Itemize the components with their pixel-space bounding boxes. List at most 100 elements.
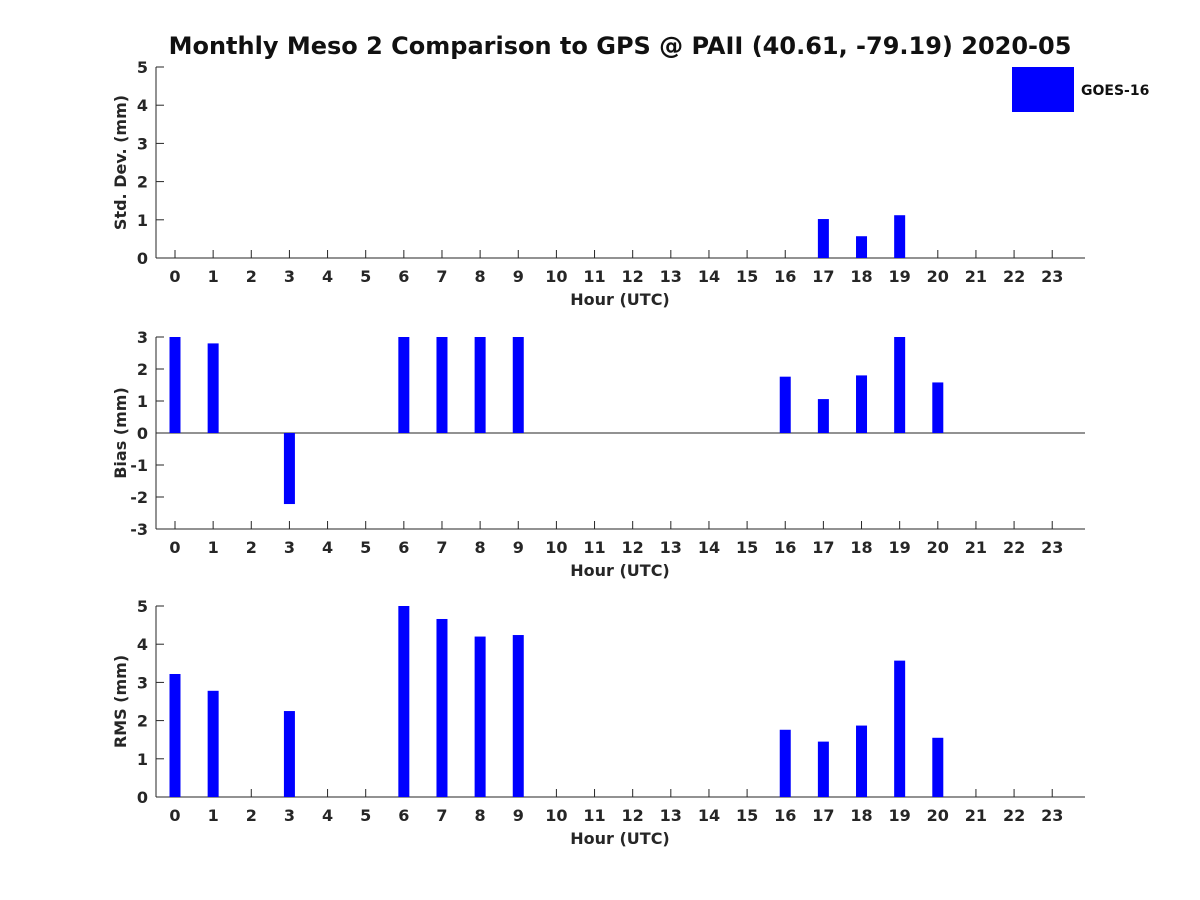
y-tick-label: 2 (137, 712, 148, 731)
y-axis-label: RMS (mm) (111, 655, 130, 748)
y-tick-label: 4 (137, 96, 148, 115)
y-tick-label: -1 (130, 456, 148, 475)
x-tick-label: 19 (889, 806, 911, 825)
x-tick-label: 9 (513, 806, 524, 825)
y-tick-label: 5 (137, 58, 148, 77)
bar-hour-19 (894, 660, 906, 797)
bar-hour-18 (856, 236, 868, 258)
bar-hour-8 (474, 636, 486, 797)
bar-hour-9 (512, 337, 524, 433)
x-tick-label: 18 (850, 538, 872, 557)
y-tick-label: 1 (137, 750, 148, 769)
x-tick-label: 15 (736, 267, 758, 286)
bar-hour-7 (436, 337, 448, 433)
bar-hour-9 (512, 635, 524, 797)
bar-hour-20 (932, 737, 944, 797)
x-tick-label: 12 (622, 806, 644, 825)
x-tick-label: 4 (322, 538, 333, 557)
x-tick-label: 9 (513, 267, 524, 286)
x-tick-label: 14 (698, 267, 720, 286)
y-tick-label: 0 (137, 249, 148, 268)
bar-hour-18 (856, 375, 868, 433)
x-tick-label: 2 (246, 538, 257, 557)
x-tick-label: 21 (965, 267, 987, 286)
x-tick-label: 3 (284, 538, 295, 557)
y-tick-label: 0 (137, 788, 148, 807)
x-tick-label: 23 (1041, 806, 1063, 825)
x-tick-label: 21 (965, 806, 987, 825)
bar-hour-20 (932, 382, 944, 433)
x-tick-label: 5 (360, 806, 371, 825)
x-tick-label: 15 (736, 538, 758, 557)
x-tick-label: 17 (812, 538, 834, 557)
y-tick-label: 2 (137, 173, 148, 192)
bar-hour-18 (856, 725, 868, 797)
x-tick-label: 22 (1003, 806, 1025, 825)
x-tick-label: 10 (545, 806, 567, 825)
bar-hour-6 (398, 606, 410, 797)
x-tick-label: 20 (927, 267, 949, 286)
x-tick-label: 18 (850, 806, 872, 825)
x-tick-label: 3 (284, 267, 295, 286)
x-tick-label: 9 (513, 538, 524, 557)
x-tick-label: 5 (360, 267, 371, 286)
y-tick-label: 2 (137, 360, 148, 379)
x-axis-label: Hour (UTC) (570, 290, 670, 309)
x-tick-label: 17 (812, 806, 834, 825)
bar-hour-1 (207, 343, 219, 433)
x-axis-label: Hour (UTC) (570, 561, 670, 580)
bar-hour-19 (894, 215, 906, 258)
y-tick-label: 1 (137, 211, 148, 230)
x-tick-label: 19 (889, 267, 911, 286)
x-tick-label: 12 (622, 538, 644, 557)
x-tick-label: 8 (475, 267, 486, 286)
x-tick-label: 22 (1003, 538, 1025, 557)
y-tick-label: -3 (130, 520, 148, 539)
x-tick-label: 15 (736, 806, 758, 825)
x-axis-label: Hour (UTC) (570, 829, 670, 848)
x-tick-label: 3 (284, 806, 295, 825)
x-tick-label: 4 (322, 806, 333, 825)
bar-hour-16 (779, 729, 791, 797)
x-tick-label: 14 (698, 538, 720, 557)
bar-hour-6 (398, 337, 410, 433)
x-tick-label: 11 (583, 267, 605, 286)
x-tick-label: 0 (169, 267, 180, 286)
x-tick-label: 16 (774, 267, 796, 286)
y-tick-label: 3 (137, 673, 148, 692)
x-tick-label: 23 (1041, 267, 1063, 286)
bar-hour-0 (169, 337, 181, 433)
legend-label: GOES-16 (1081, 83, 1149, 99)
y-tick-label: 0 (137, 424, 148, 443)
bar-hour-0 (169, 673, 181, 797)
bar-hour-19 (894, 337, 906, 433)
y-tick-label: 1 (137, 392, 148, 411)
x-tick-label: 12 (622, 267, 644, 286)
bar-hour-16 (779, 376, 791, 433)
x-tick-label: 8 (475, 806, 486, 825)
x-tick-label: 2 (246, 267, 257, 286)
x-tick-label: 17 (812, 267, 834, 286)
y-tick-label: 3 (137, 134, 148, 153)
x-tick-label: 6 (398, 267, 409, 286)
x-tick-label: 11 (583, 806, 605, 825)
bar-hour-17 (817, 219, 829, 258)
y-tick-label: -2 (130, 488, 148, 507)
chart-title: Monthly Meso 2 Comparison to GPS @ PAII … (169, 32, 1072, 60)
x-tick-label: 5 (360, 538, 371, 557)
legend: GOES-16 (1012, 67, 1149, 112)
x-tick-label: 13 (660, 806, 682, 825)
x-tick-label: 19 (889, 538, 911, 557)
x-tick-label: 7 (436, 806, 447, 825)
x-tick-label: 0 (169, 806, 180, 825)
bar-hour-3 (283, 433, 295, 505)
x-tick-label: 6 (398, 806, 409, 825)
y-tick-label: 3 (137, 328, 148, 347)
x-tick-label: 7 (436, 267, 447, 286)
x-tick-label: 13 (660, 267, 682, 286)
